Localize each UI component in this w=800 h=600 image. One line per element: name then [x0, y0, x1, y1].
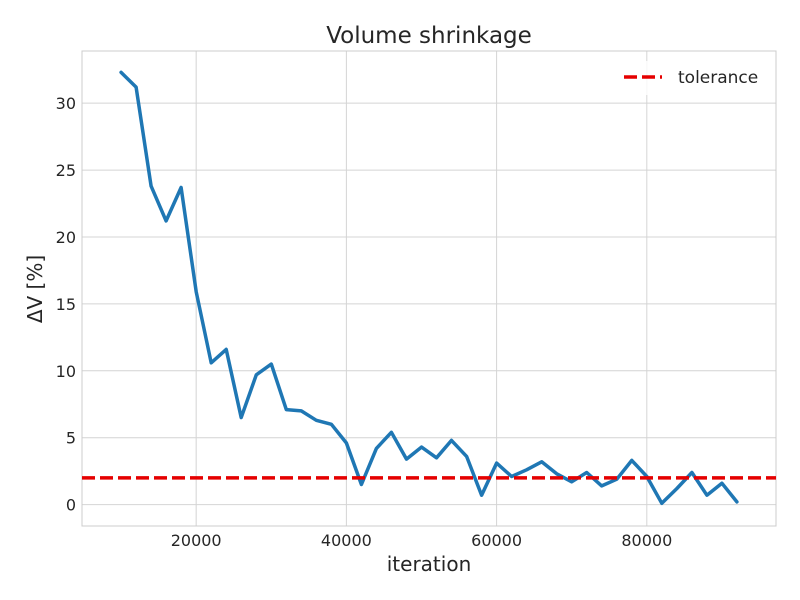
x-axis-ticks: 20000 40000 60000 80000	[171, 531, 673, 550]
y-tick-label: 10	[56, 362, 76, 381]
chart-title: Volume shrinkage	[326, 23, 532, 49]
legend-label-tolerance: tolerance	[678, 68, 758, 88]
x-tick-label: 60000	[471, 531, 522, 550]
y-tick-label: 30	[56, 94, 76, 113]
series-layer	[82, 70, 776, 506]
y-tick-label: 25	[56, 161, 76, 180]
y-axis-label: ΔV [%]	[23, 255, 47, 323]
y-tick-label: 5	[66, 429, 76, 448]
plot-border	[81, 50, 777, 527]
x-tick-label: 20000	[171, 531, 222, 550]
shrinkage-series-line	[119, 70, 739, 506]
grid-lines	[82, 51, 776, 526]
x-axis-label: iteration	[387, 552, 472, 576]
y-tick-label: 20	[56, 228, 76, 247]
x-tick-label: 80000	[621, 531, 672, 550]
x-tick-label: 40000	[321, 531, 372, 550]
y-tick-label: 15	[56, 295, 76, 314]
y-axis-ticks: 0 5 10 15 20 25 30	[56, 94, 76, 514]
legend: tolerance	[608, 61, 768, 95]
plot-area	[81, 50, 777, 527]
y-tick-label: 0	[66, 496, 76, 515]
